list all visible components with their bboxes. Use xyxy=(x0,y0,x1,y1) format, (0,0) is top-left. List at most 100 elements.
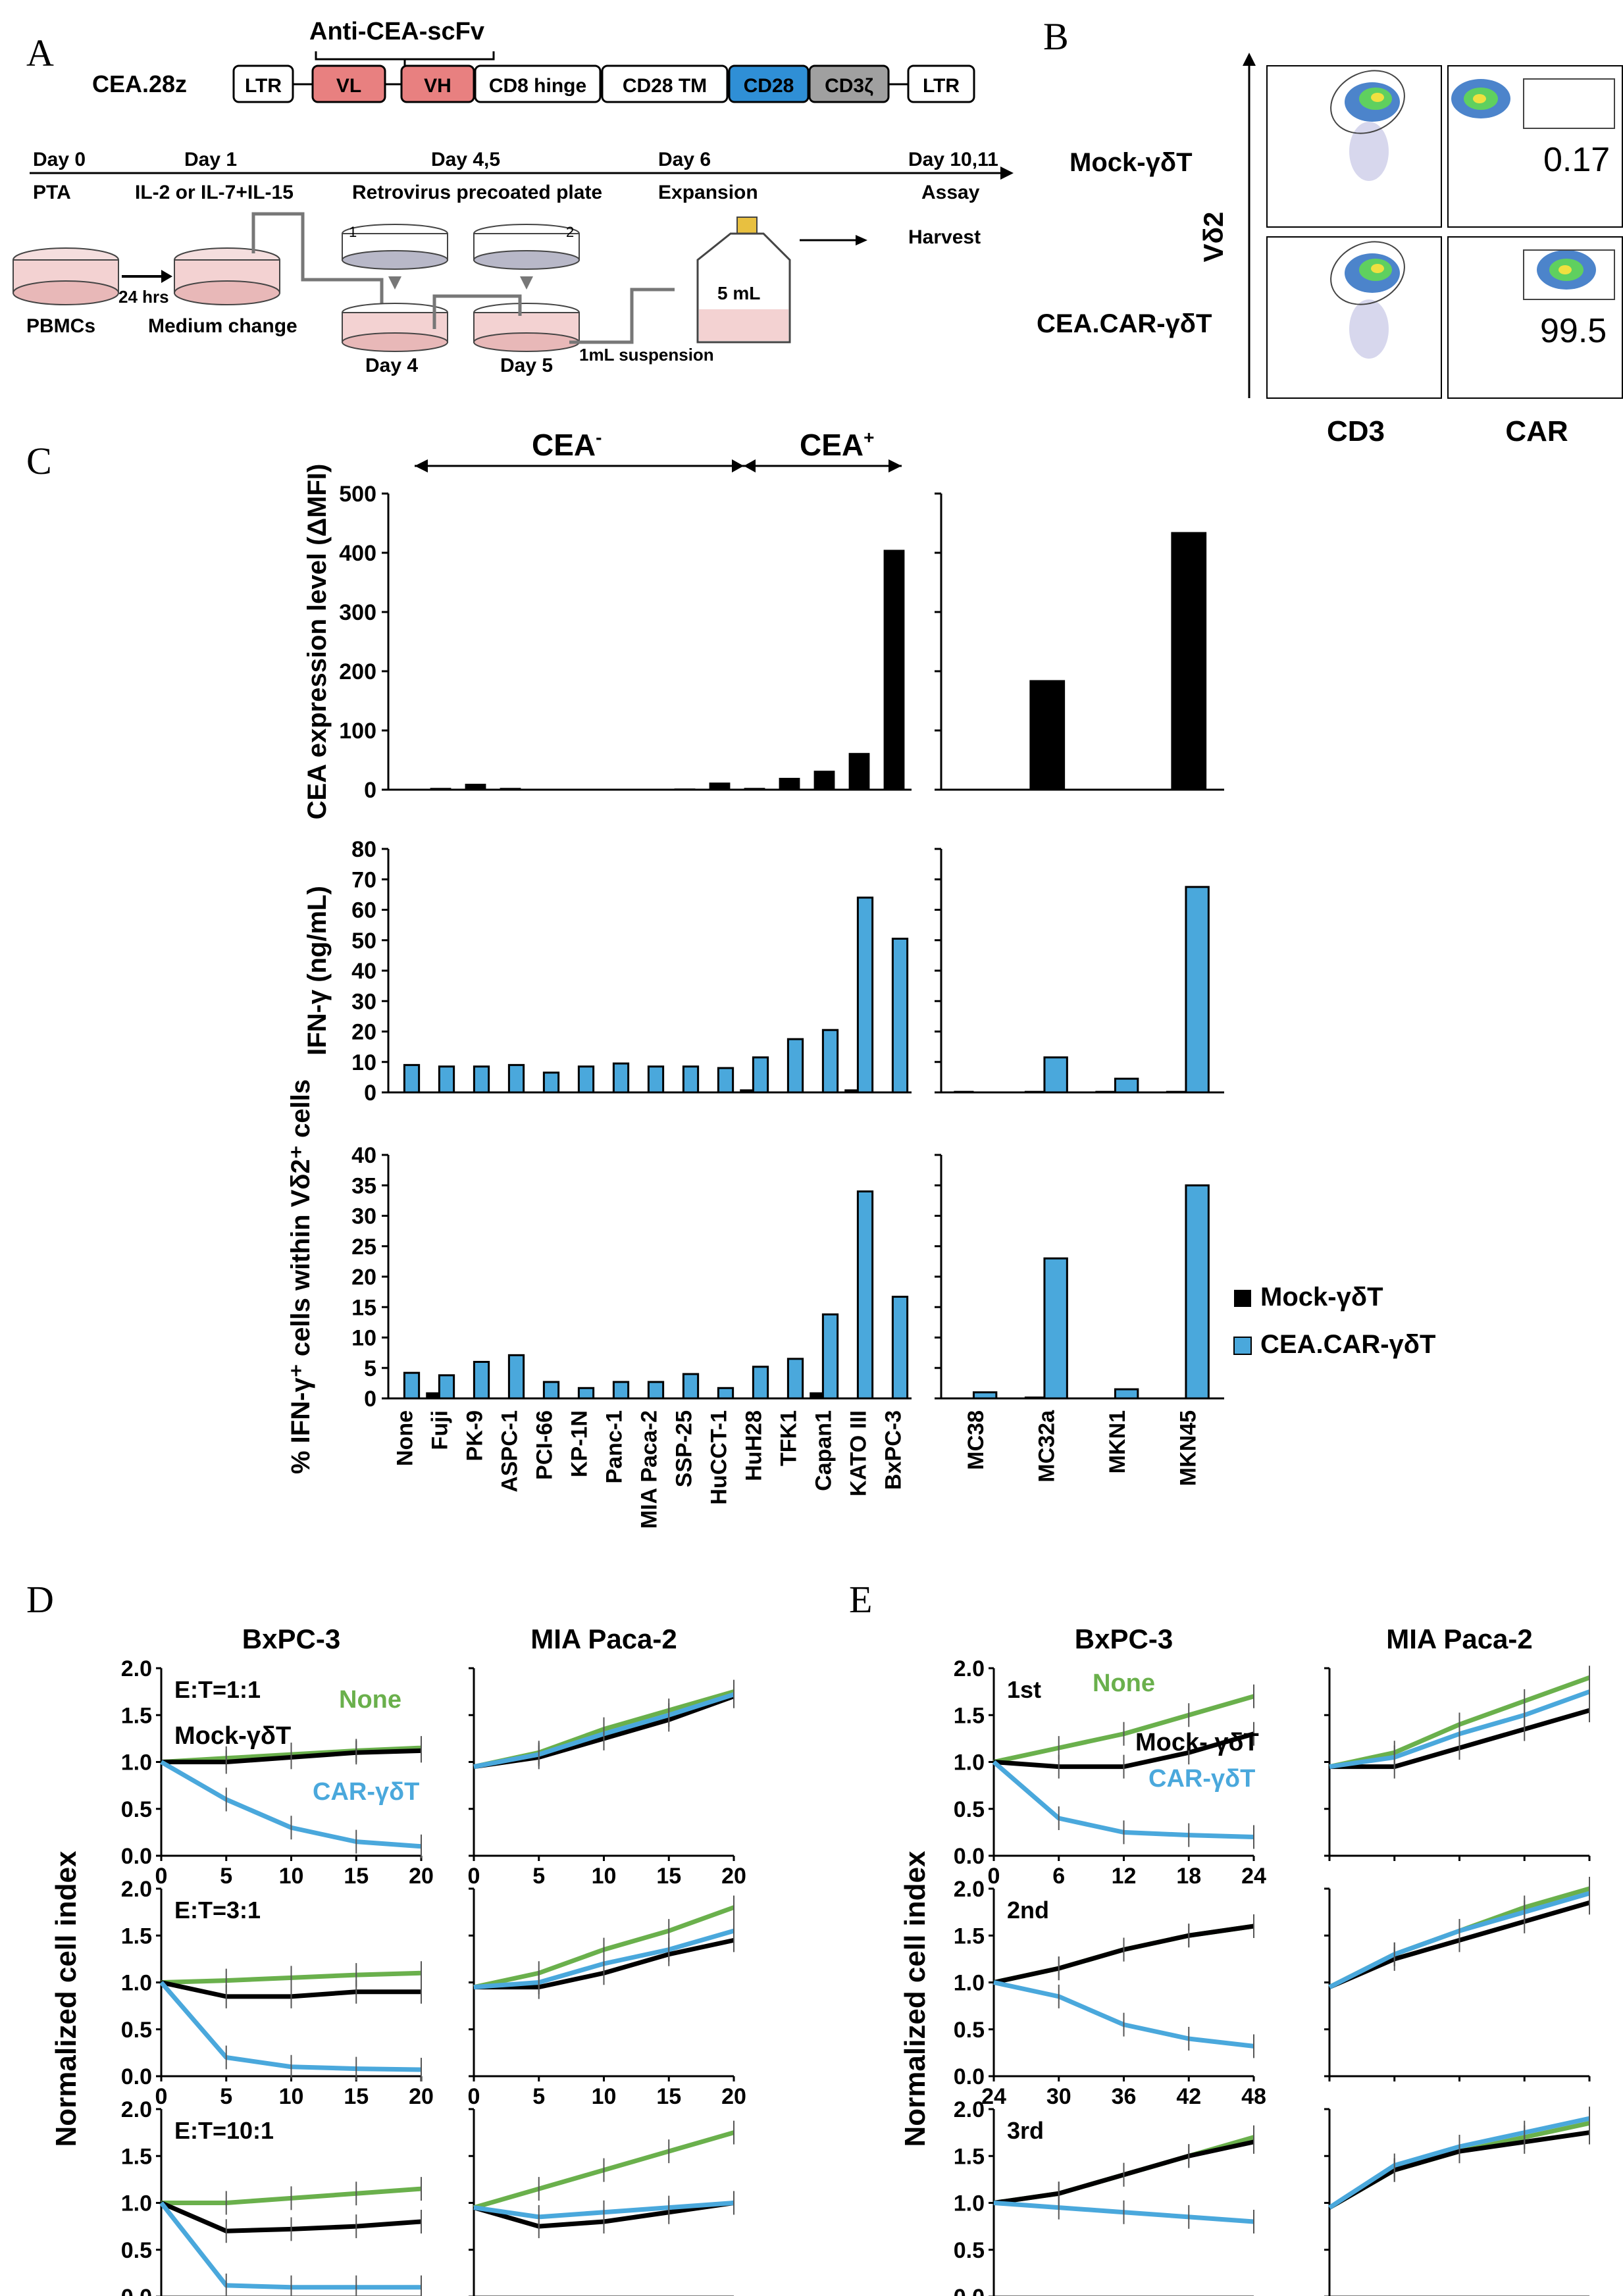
c1-bar-car-HuCCT-1 xyxy=(717,1067,734,1094)
c-xtick-ASPC-1: ASPC-1 xyxy=(498,1410,523,1492)
panelE-r0c0-label-car: CAR-γδT xyxy=(1148,1765,1255,1793)
c1-bar-car-KP-1N xyxy=(577,1065,595,1094)
c2-bar-car-Panc-1 xyxy=(612,1381,630,1400)
plate-1-number: 1 xyxy=(349,224,357,240)
medium-change-label: Medium change xyxy=(148,315,297,337)
legend-car-label: CEA.CAR-γδT xyxy=(1260,1330,1435,1359)
legend-car-swatch xyxy=(1233,1337,1252,1355)
c1-ytick-label: 60 xyxy=(351,898,376,923)
step-cytokines: IL-2 or IL-7+IL-15 xyxy=(135,182,294,203)
c0-bar-MC32a xyxy=(1029,680,1066,790)
cd8-hinge-box xyxy=(474,64,602,103)
panelE-r1c0-ytick-label: 2.0 xyxy=(954,1877,985,1902)
c2-bar-car-TFK1 xyxy=(786,1358,804,1400)
c1-ylabel: IFN-γ (ng/mL) xyxy=(303,886,332,1056)
panelD-r0c0-ytick-label: 1.0 xyxy=(121,1750,152,1775)
panel-label-d: D xyxy=(26,1578,54,1621)
panelE-r2c0-ytick-label: 0.0 xyxy=(954,2285,985,2296)
cd28-label: CD28 xyxy=(744,75,794,97)
panelD-r0c0-xtick-label: 10 xyxy=(279,1864,304,1889)
c2-bar-mock-Fuji xyxy=(426,1392,440,1398)
day-0: Day 0 xyxy=(33,149,86,170)
ltr-label-right: LTR xyxy=(923,75,960,97)
panelD-r0c1-xtick-label: 10 xyxy=(592,1864,617,1889)
c-xtick-HuH28: HuH28 xyxy=(742,1410,767,1481)
c0-bar-SSP-25 xyxy=(674,788,696,790)
c1-bar-car-TFK1 xyxy=(786,1038,804,1094)
scfv-bracket xyxy=(315,51,495,66)
panelD-r2c0-ytick-label: 0.5 xyxy=(121,2238,152,2263)
panel-e-charts: BxPC-3 MIA Paca-20.00.51.01.52.00 6 12 18 241… xyxy=(899,1623,1591,2296)
c2-bar-car-MIA Paca-2 xyxy=(647,1381,665,1400)
c2-ylabel: % IFN-γ⁺ cells within Vδ2⁺ cells xyxy=(286,1079,315,1474)
c2-bar-car-PK-9 xyxy=(473,1361,490,1400)
cea-negative-label: CEA- xyxy=(532,427,602,462)
c1-bar-car-KATO III xyxy=(856,896,874,1094)
panelD-r0c0-xtick-label: 20 xyxy=(409,1864,434,1889)
c-xtick-None: None xyxy=(393,1410,418,1466)
c0-bar-KP-1N xyxy=(569,789,591,790)
c2-bar-car-MKN45 xyxy=(1185,1184,1210,1400)
legend-mock-swatch xyxy=(1234,1290,1251,1307)
step-pta: PTA xyxy=(33,182,71,203)
panelD-r0c0-ytick-label: 0.5 xyxy=(121,1797,152,1822)
c1-ytick-label: 10 xyxy=(351,1050,376,1075)
panelD-r2c0-ytick-label: 1.0 xyxy=(121,2191,152,2216)
c2-bar-car-KATO III xyxy=(856,1190,874,1400)
c2-ytick-label: 30 xyxy=(351,1204,376,1229)
panelE-r2c0-ytick-label: 2.0 xyxy=(954,2097,985,2122)
c0-bar-HuCCT-1 xyxy=(709,782,731,790)
panelE-r0c0-xtick-label: 24 xyxy=(1241,1864,1266,1889)
transfer-path-2 xyxy=(432,294,522,329)
panelE-r1c0-xtick-label: 36 xyxy=(1112,2084,1137,2109)
flask-volume: 5 mL xyxy=(717,283,760,303)
panel-label-a: A xyxy=(26,32,54,74)
density-car-cd3 xyxy=(1330,241,1405,359)
c1-bar-mock-MKN1 xyxy=(1095,1090,1116,1092)
panelE-r2c0-ytick-label: 1.5 xyxy=(954,2144,985,2169)
panelE-r1c0-xtick-label: 42 xyxy=(1176,2084,1201,2109)
suspension-label: 1mL suspension xyxy=(579,345,714,365)
panelD-r1c0-xtick-label: 5 xyxy=(220,2084,232,2109)
c0-bar-MKN45 xyxy=(1171,532,1207,790)
c1-ytick-label: 20 xyxy=(351,1020,376,1045)
c-xtick-MC38: MC38 xyxy=(964,1410,989,1470)
panelE-r1c0-xtick-label: 24 xyxy=(981,2084,1006,2109)
transfer-path-1 xyxy=(251,212,384,313)
panelD-r0c0-label-mock: Mock-γδT xyxy=(174,1722,291,1750)
panelE-r0c0-label-mock: Mock- γδT xyxy=(1135,1729,1259,1756)
panelE-r0c0-ytick-label: 1.5 xyxy=(954,1703,985,1728)
c1-ytick-label: 40 xyxy=(351,959,376,984)
title-panelE-1: MIA Paca-2 xyxy=(1386,1623,1533,1654)
c0-bar-HuH28 xyxy=(744,788,765,790)
panelE-r1c0-row-label: 2nd xyxy=(1007,1897,1049,1924)
panelD-r1c0-ytick-label: 2.0 xyxy=(121,1877,152,1902)
c2-bar-car-MC32a xyxy=(1043,1257,1068,1400)
panelD-r1c1-xtick-label: 10 xyxy=(592,2084,617,2109)
c0-ytick-label: 400 xyxy=(339,541,376,566)
c-xtick-TFK1: TFK1 xyxy=(777,1410,802,1466)
panelD-r0c1-xtick-label: 20 xyxy=(721,1864,746,1889)
c1-bar-mock-MC32a xyxy=(1024,1090,1044,1092)
panelD-r2c0-row-label: E:T=10:1 xyxy=(174,2117,274,2144)
c1-bar-car-MKN1 xyxy=(1114,1077,1139,1094)
c1-ytick-label: 70 xyxy=(351,867,376,892)
panelE-r1c0-ytick-label: 1.0 xyxy=(954,1971,985,1996)
row-label-mock: Mock-γδT xyxy=(1069,148,1193,177)
c2-ytick-label: 25 xyxy=(351,1235,376,1260)
density-mock-car xyxy=(1451,78,1615,129)
c0-ytick-label: 300 xyxy=(339,600,376,625)
c-xtick-MKN1: MKN1 xyxy=(1105,1410,1130,1473)
c-xtick-BxPC-3: BxPC-3 xyxy=(881,1410,906,1490)
mock-car-percent: 0.17 xyxy=(1543,141,1610,179)
c1-bar-car-Panc-1 xyxy=(612,1062,630,1094)
c0-bar-MIA Paca-2 xyxy=(639,789,661,790)
c1-bar-car-PCI-66 xyxy=(542,1071,560,1094)
panelD-r0c0-xtick-label: 15 xyxy=(344,1864,369,1889)
c1-bar-car-MKN45 xyxy=(1185,886,1210,1094)
c2-bar-car-ASPC-1 xyxy=(507,1354,525,1400)
vd2-label: Vδ2 xyxy=(1198,212,1229,263)
panelD-r0c0-row-label: E:T=1:1 xyxy=(174,1676,261,1703)
panelD-r2c0-line-car xyxy=(159,2201,421,2290)
c1-ytick-label: 0 xyxy=(364,1081,376,1106)
